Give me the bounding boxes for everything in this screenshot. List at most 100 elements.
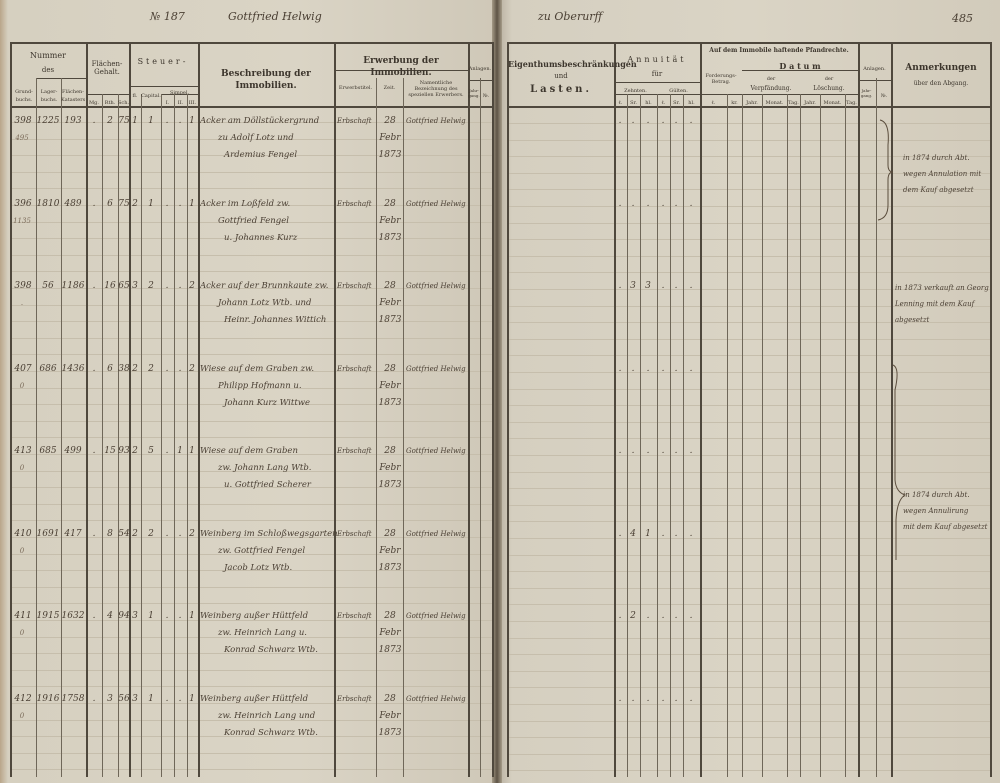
- cell-erwerbstitel: Erbschaft: [337, 529, 372, 538]
- cell-zeit: 28: [384, 281, 396, 291]
- ruled-line: [508, 637, 990, 639]
- ruled-line: [508, 222, 990, 224]
- cell-erwerber: Gottfried Helwig: [406, 447, 466, 455]
- cell-annuitaet: .: [674, 446, 678, 456]
- cell-annuitaet: .: [689, 281, 693, 291]
- column-rule: [118, 94, 119, 777]
- column-rule: [507, 42, 509, 777]
- cell-annuitaet: .: [674, 363, 678, 374]
- ruled-line: [12, 653, 492, 655]
- cell-annuitaet: .: [631, 363, 635, 374]
- header-mg: Mg.: [89, 100, 99, 106]
- cell-zeit: 1873: [378, 480, 402, 490]
- cell-annuitaet: .: [689, 693, 693, 704]
- header-gueltten-sgr: Sr.: [673, 100, 680, 106]
- cell-s2: .: [178, 611, 182, 621]
- cell-annuitaet: .: [631, 693, 635, 704]
- cell-zeit: Febr: [379, 215, 401, 226]
- ruled-line: [508, 305, 990, 307]
- cell-capital: 1: [148, 693, 154, 704]
- description-line: zw. Heinrich Lang u.: [218, 628, 308, 638]
- ruled-line: [12, 171, 492, 173]
- cell-annuitaet: 3: [630, 281, 636, 291]
- cell-grund: 398: [14, 281, 32, 291]
- cell-annuitaet: .: [618, 446, 622, 456]
- cell-fl: 3: [132, 281, 138, 291]
- cell-annuitaet: .: [689, 116, 693, 126]
- remark-line: abgesetzt: [895, 316, 930, 324]
- cell-erwerbstitel: Erbschaft: [337, 117, 372, 125]
- column-rule: [876, 78, 877, 777]
- ruled-line: [508, 255, 990, 257]
- cell-rth: 4: [107, 611, 113, 621]
- ruled-line: [508, 421, 990, 423]
- cell-s3: 2: [189, 528, 195, 539]
- remark-line: dem Kauf abgesetzt: [903, 186, 974, 194]
- ruled-line: [12, 420, 492, 422]
- cell-erwerber: Gottfried Helwig: [406, 117, 466, 125]
- description-line: Wiese auf dem Graben: [200, 446, 298, 456]
- cell-zeit: 1873: [378, 397, 402, 408]
- subheader-rule: [614, 82, 700, 83]
- ruled-line: [12, 603, 492, 605]
- cell-mg: .: [92, 363, 96, 374]
- ruled-line: [12, 288, 492, 289]
- header-datum: D a t u m: [779, 61, 821, 71]
- cell-grund: 411: [14, 611, 32, 621]
- ruled-line: [508, 438, 990, 440]
- cell-erwerber: Gottfried Helwig: [406, 364, 466, 373]
- header-zehnten: Zehnten.: [624, 88, 647, 94]
- ruled-line: [508, 504, 990, 506]
- header-der-1: der: [766, 76, 776, 82]
- column-rule: [858, 42, 860, 777]
- ruled-line: [12, 354, 492, 356]
- header-simpel-2: II.: [177, 100, 184, 106]
- cell-annuitaet: .: [674, 198, 678, 209]
- cell-annuitaet: .: [618, 198, 622, 209]
- header-rule: [507, 42, 992, 44]
- cell-erwerber: Gottfried Helwig: [406, 694, 466, 703]
- cell-annuitaet: .: [689, 198, 693, 209]
- cell-annuitaet: .: [674, 693, 678, 704]
- column-rule: [161, 94, 162, 777]
- cell-capital: 5: [148, 446, 154, 456]
- cell-kataster: 1186: [61, 281, 85, 291]
- header-capital: Capital.: [141, 93, 161, 99]
- description-line: Johann Kurz Wittwe: [224, 397, 311, 408]
- ruled-line: [12, 470, 492, 472]
- remark-line: mit dem Kauf abgesetzt: [903, 523, 988, 531]
- description-line: Philipp Hofmann u.: [218, 380, 302, 391]
- cell-lager: 1225: [36, 116, 60, 126]
- ruled-line: [12, 337, 492, 339]
- ruled-line: [508, 455, 990, 456]
- header-nr-right: №.: [880, 93, 888, 99]
- cell-s1: .: [165, 116, 169, 126]
- cell-erwerbstitel: Erbschaft: [337, 364, 372, 373]
- description-line: Weinberg außer Hüttfeld: [200, 693, 309, 704]
- ruled-line: [508, 770, 990, 772]
- ruled-line: [508, 753, 990, 755]
- cell-annuitaet: .: [674, 528, 678, 539]
- cell-sch: 56: [118, 693, 130, 704]
- header-fl: ℓ.: [711, 100, 716, 106]
- cell-erwerbstitel: Erbschaft: [337, 282, 372, 290]
- cell-annuitaet: .: [689, 611, 693, 621]
- ruled-line: [508, 372, 990, 373]
- cell-erwerber: Gottfried Helwig: [406, 199, 466, 208]
- cell-mg: .: [92, 281, 96, 291]
- ruled-line: [12, 636, 492, 638]
- header-gueltten-hl: hl.: [688, 100, 695, 106]
- cell-annuitaet: .: [646, 446, 650, 456]
- cell-lager: 686: [39, 363, 57, 374]
- header-zehnten-hl: hl.: [645, 100, 652, 106]
- description-line: Weinberg im Schloßwegsgarten: [200, 528, 338, 539]
- remark-line: in 1874 durch Abt.: [903, 491, 970, 499]
- ruled-line: [508, 471, 990, 473]
- cell-lager: 1916: [36, 693, 60, 704]
- header-erwerber: Namentliche Bezeichnung des speziellen E…: [408, 80, 464, 98]
- cell-annuitaet: .: [646, 198, 650, 209]
- column-rule: [36, 78, 37, 777]
- description-line: Jacob Lotz Wtb.: [224, 562, 293, 573]
- cell-kataster: 499: [64, 446, 82, 456]
